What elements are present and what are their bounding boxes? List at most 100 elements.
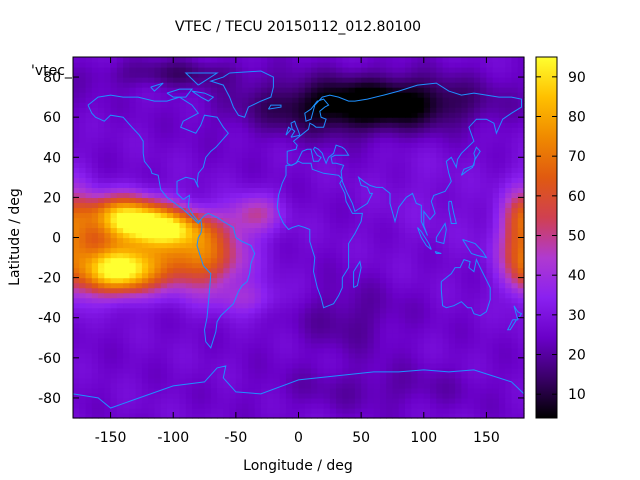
heatmap-cell (173, 137, 181, 143)
heatmap-cell (492, 302, 500, 309)
heatmap-cell (185, 397, 193, 404)
heatmap-cell (379, 247, 387, 254)
heatmap-cell (91, 242, 99, 249)
heatmap-cell (348, 82, 356, 88)
heatmap-cell (373, 107, 381, 113)
heatmap-cell (323, 317, 331, 324)
heatmap-cell (517, 177, 525, 183)
heatmap-cell (467, 262, 475, 269)
heatmap-cell (298, 187, 306, 193)
heatmap-cell (173, 227, 181, 234)
heatmap-cell (91, 197, 99, 203)
heatmap-cell (367, 322, 375, 329)
heatmap-cell (229, 107, 237, 113)
heatmap-cell (160, 142, 168, 148)
heatmap-cell (116, 337, 124, 344)
heatmap-cell (480, 177, 488, 183)
heatmap-cell (430, 102, 437, 108)
heatmap-cell (317, 147, 325, 153)
heatmap-cell (254, 122, 262, 128)
heatmap-cell (154, 107, 162, 113)
heatmap-cell (129, 182, 137, 188)
heatmap-cell (110, 217, 118, 224)
heatmap-cell (110, 77, 118, 83)
heatmap-cell (185, 382, 193, 389)
heatmap-cell (242, 122, 249, 128)
heatmap-cell (254, 117, 262, 123)
heatmap-cell (242, 82, 249, 88)
heatmap-cell (392, 217, 400, 224)
heatmap-cell (461, 152, 469, 158)
heatmap-cell (160, 327, 168, 334)
heatmap-cell (436, 172, 444, 178)
heatmap-cell (79, 357, 87, 364)
heatmap-cell (304, 402, 312, 409)
heatmap-cell (85, 247, 93, 254)
heatmap-cell (317, 157, 325, 163)
heatmap-cell (486, 92, 494, 98)
heatmap-cell (160, 72, 168, 78)
heatmap-cell (323, 112, 331, 118)
heatmap-cell (98, 217, 105, 224)
heatmap-cell (229, 132, 237, 138)
heatmap-cell (192, 232, 199, 239)
heatmap-cell (342, 347, 350, 354)
heatmap-cell (129, 227, 137, 234)
heatmap-cell (260, 297, 268, 304)
heatmap-cell (473, 307, 481, 314)
heatmap-cell (85, 162, 93, 168)
heatmap-cell (461, 97, 469, 103)
heatmap-cell (273, 157, 281, 163)
heatmap-cell (235, 307, 243, 314)
heatmap-cell (279, 132, 287, 138)
heatmap-cell (85, 362, 93, 369)
heatmap-cell (229, 352, 237, 359)
heatmap-cell (492, 227, 500, 234)
heatmap-cell (323, 357, 331, 364)
heatmap-cell (204, 412, 212, 419)
heatmap-cell (73, 67, 80, 73)
heatmap-cell (141, 147, 149, 153)
heatmap-cell (373, 382, 381, 389)
heatmap-cell (379, 347, 387, 354)
heatmap-cell (248, 202, 256, 209)
heatmap-cell (317, 387, 325, 394)
heatmap-cell (242, 337, 249, 344)
heatmap-cell (217, 277, 224, 284)
heatmap-cell (430, 327, 437, 334)
heatmap-cell (173, 312, 181, 319)
heatmap-cell (417, 97, 425, 103)
heatmap-cell (260, 267, 268, 274)
heatmap-cell (386, 332, 394, 339)
heatmap-cell (467, 287, 475, 294)
heatmap-cell (160, 92, 168, 98)
heatmap-cell (404, 212, 412, 219)
heatmap-cell (367, 132, 375, 138)
heatmap-cell (198, 112, 206, 118)
heatmap-cell (279, 407, 287, 414)
heatmap-cell (242, 352, 249, 359)
heatmap-cell (442, 102, 450, 108)
heatmap-cell (342, 277, 350, 284)
heatmap-cell (235, 367, 243, 374)
heatmap-cell (486, 197, 494, 203)
heatmap-cell (73, 212, 80, 219)
heatmap-cell (398, 272, 406, 279)
heatmap-cell (267, 112, 275, 118)
heatmap-cell (392, 167, 400, 173)
heatmap-cell (298, 212, 306, 219)
heatmap-cell (98, 202, 105, 209)
heatmap-cell (204, 112, 212, 118)
heatmap-cell (192, 202, 199, 209)
heatmap-cell (292, 202, 300, 209)
heatmap-cell (430, 242, 437, 249)
heatmap-cell (311, 162, 318, 168)
heatmap-cell (198, 347, 206, 354)
heatmap-cell (404, 287, 412, 294)
heatmap-cell (436, 157, 444, 163)
heatmap-cell (285, 297, 293, 304)
heatmap-cell (492, 257, 500, 264)
heatmap-cell (248, 182, 256, 188)
heatmap-cell (367, 162, 375, 168)
heatmap-cell (210, 187, 218, 193)
